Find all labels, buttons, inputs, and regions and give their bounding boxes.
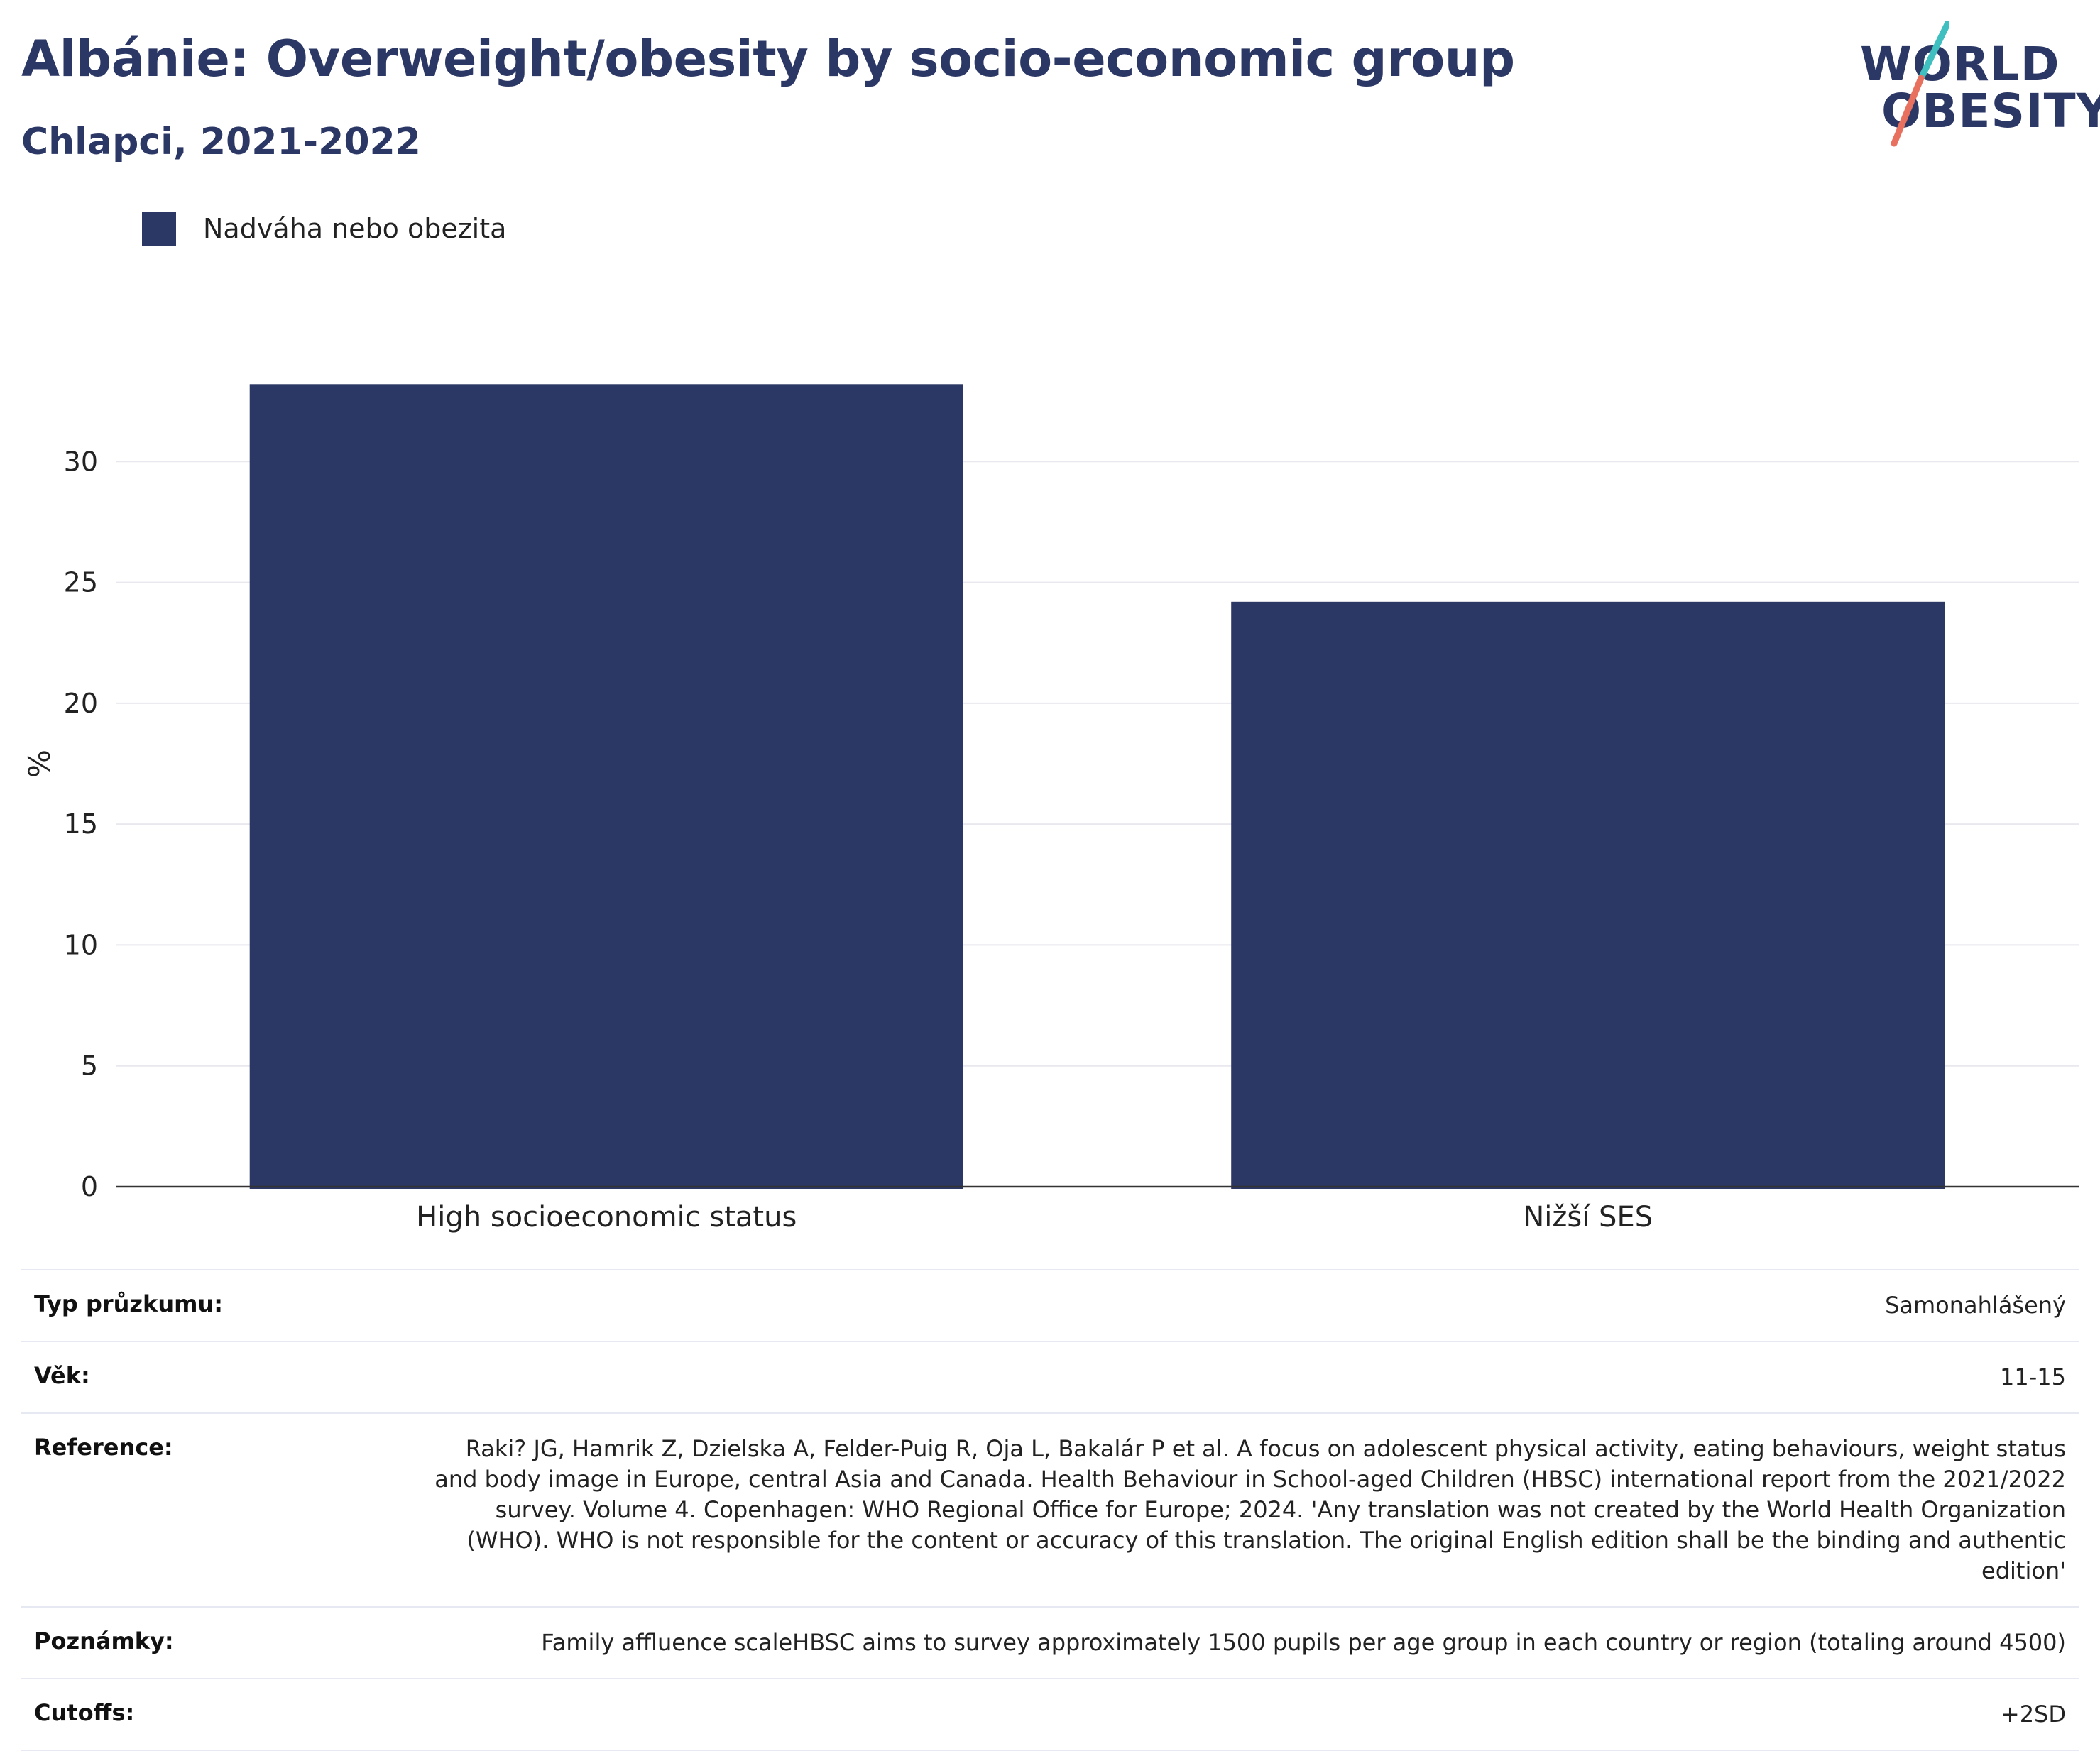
survey-info-table: Typ průzkumu: Samonahlášený Věk: 11-15 R… [21, 1269, 2079, 1751]
info-row-survey-type: Typ průzkumu: Samonahlášený [21, 1270, 2079, 1341]
y-axis-label: % [22, 750, 57, 778]
info-row-cutoffs: Cutoffs: +2SD [21, 1679, 2079, 1750]
info-value: 11-15 [2000, 1363, 2066, 1390]
y-tick-label: 5 [81, 1050, 98, 1082]
y-tick-label: 0 [81, 1171, 98, 1202]
chart-legend: Nadváha nebo obezita [142, 212, 506, 246]
y-tick-label: 30 [64, 446, 98, 477]
y-tick-label: 15 [64, 808, 98, 840]
bar-chart: 0 5 10 15 20 25 30 High socioeconomic status Niž… [22, 384, 2079, 1234]
info-key: Cutoffs: [34, 1699, 135, 1726]
logo-line-1: WORLD [1860, 37, 2060, 92]
info-key: Věk: [34, 1362, 90, 1389]
bar [1231, 601, 1945, 1189]
chart-title: Albánie: Overweight/obesity by socio-eco… [21, 30, 1515, 88]
legend-label: Nadváha nebo obezita [203, 213, 507, 244]
y-tick-label: 10 [64, 929, 98, 960]
info-row-reference: Reference: Raki? JG, Hamrik Z, Dzielska … [21, 1413, 2079, 1607]
chart-subtitle: Chlapci, 2021-2022 [21, 121, 421, 163]
info-key: Typ průzkumu: [34, 1290, 224, 1317]
info-row-age: Věk: 11-15 [21, 1341, 2079, 1413]
x-tick-label: Nižší SES [1523, 1201, 1653, 1234]
info-value: Raki? JG, Hamrik Z, Dzielska A, Felder-P… [434, 1435, 2066, 1584]
legend-swatch [142, 212, 176, 246]
info-value: +2SD [2000, 1701, 2066, 1728]
y-tick-label: 25 [64, 567, 98, 598]
x-tick-label: High socioeconomic status [416, 1201, 797, 1234]
world-obesity-logo: WORLD OBESITY [1846, 21, 2100, 149]
y-tick-label: 20 [64, 688, 98, 719]
bar [249, 384, 963, 1189]
logo-slash-icon [1891, 21, 1949, 147]
logo-line-2: OBESITY [1881, 84, 2100, 138]
info-value: Family affluence scaleHBSC aims to surve… [541, 1629, 2066, 1656]
info-key: Reference: [34, 1434, 173, 1461]
info-key: Poznámky: [34, 1628, 174, 1654]
info-value: Samonahlášený [1885, 1292, 2066, 1319]
info-row-notes: Poznámky: Family affluence scaleHBSC aim… [21, 1607, 2079, 1679]
